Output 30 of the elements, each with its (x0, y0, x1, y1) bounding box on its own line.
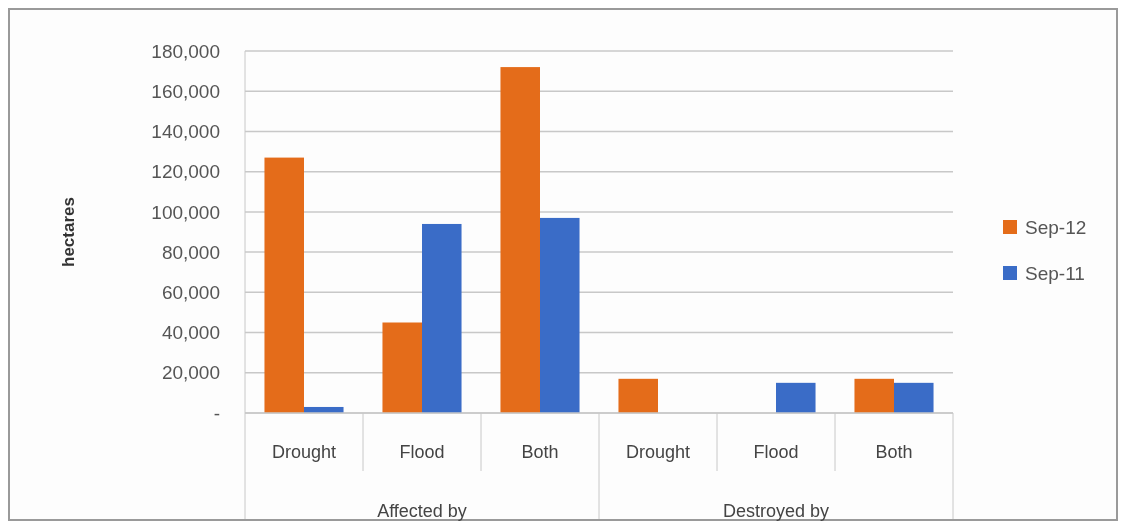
y-tick-label: 60,000 (161, 281, 220, 303)
x-tick-label: Both (521, 442, 559, 462)
bar (422, 223, 462, 413)
y-tick-label: 160,000 (151, 80, 220, 102)
x-tick-label: Drought (625, 442, 691, 462)
bar (382, 322, 422, 413)
legend-label: Sep-12 (1025, 216, 1087, 238)
y-tick-label: 180,000 (151, 40, 220, 62)
bar (776, 382, 816, 413)
text: Destroyed by (722, 501, 830, 521)
text: Affected by (377, 501, 467, 521)
y-axis-title: hectares (59, 197, 78, 267)
x-tick-label: Flood (753, 442, 799, 462)
y-tick-label: 120,000 (151, 161, 220, 183)
y-tick-label: - (213, 402, 220, 424)
y-tick-label: 20,000 (161, 362, 220, 384)
x-tick-label: Flood (399, 442, 445, 462)
bar (500, 67, 540, 413)
bar (264, 157, 304, 413)
y-tick-label: 80,000 (161, 241, 220, 263)
bar (540, 217, 580, 413)
bar (854, 378, 894, 413)
y-tick-label: 40,000 (161, 322, 220, 344)
y-tick-label: 100,000 (151, 201, 220, 223)
bar (894, 382, 934, 413)
bar (618, 378, 658, 413)
legend-label: Sep-11 (1025, 262, 1085, 284)
y-tick-label: 140,000 (151, 121, 220, 143)
x-tick-label: Both (875, 442, 913, 462)
x-tick-label: Drought (271, 442, 337, 462)
